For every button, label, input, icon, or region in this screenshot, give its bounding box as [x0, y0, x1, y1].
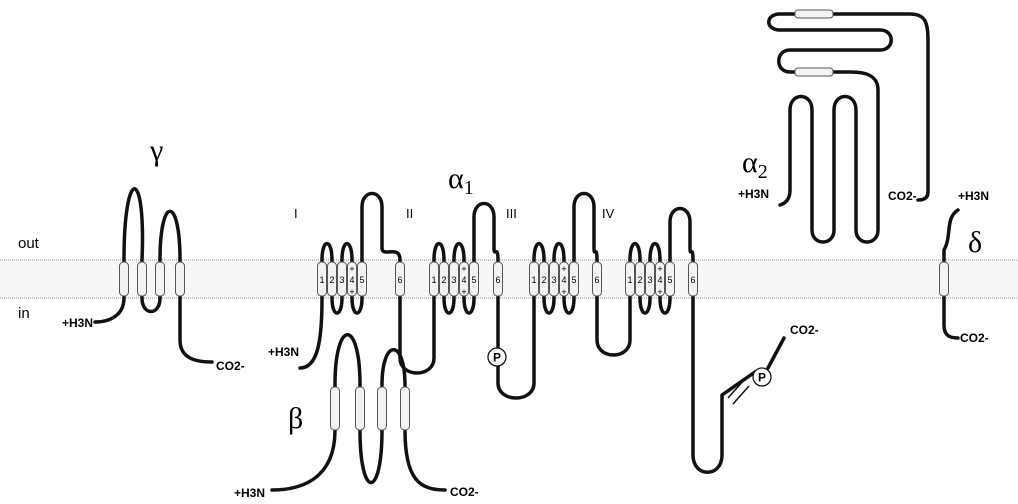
alpha2-subscript: 2: [758, 161, 768, 183]
segment-number: 3: [451, 275, 456, 285]
alpha1-chain: [300, 194, 755, 473]
charge: +: [349, 287, 354, 297]
beta-n-terminus: +H3N: [234, 486, 265, 500]
segment-number: 6: [690, 275, 695, 285]
phosphate-label: P: [493, 351, 501, 365]
segment-number: 6: [594, 275, 599, 285]
gamma-helix: [156, 262, 165, 296]
gamma-c-terminus: CO2-: [216, 359, 245, 373]
segment-number: 6: [495, 275, 500, 285]
domain-label: III: [506, 206, 517, 221]
delta-helix: [940, 262, 949, 296]
gamma-helix: [138, 262, 147, 296]
charge: +: [461, 287, 466, 297]
alpha2-label: α2: [742, 146, 768, 183]
charge: +: [561, 287, 566, 297]
membrane: [0, 260, 1018, 298]
alpha2-helix: [795, 68, 833, 76]
segment-number: 3: [551, 275, 556, 285]
alpha1-name: α: [448, 162, 464, 195]
alpha1-subscript: 1: [464, 177, 474, 199]
beta-helix: [378, 387, 387, 430]
alpha1-label: α1: [448, 162, 474, 199]
phosphate-label: P: [758, 371, 766, 385]
alpha1-n-terminus: +H3N: [268, 345, 299, 359]
segment-number: 2: [441, 275, 446, 285]
charge: +: [461, 264, 466, 274]
segment-number: 4: [657, 275, 662, 285]
domain-label: IV: [602, 206, 615, 221]
charge: +: [657, 287, 662, 297]
segment-number: 1: [531, 275, 536, 285]
outside-label: out: [18, 235, 40, 252]
gamma-helix: [176, 262, 185, 296]
segment-number: 4: [461, 275, 466, 285]
segment-number: 2: [541, 275, 546, 285]
delta-c-terminus: CO2-: [960, 331, 989, 345]
segment-number: 6: [397, 275, 402, 285]
delta-label: δ: [968, 226, 982, 259]
beta-helix: [331, 387, 340, 430]
charge: +: [657, 264, 662, 274]
segment-number: 5: [471, 275, 476, 285]
alpha2-name: α: [742, 146, 758, 179]
segment-number: 5: [571, 275, 576, 285]
charge: +: [561, 264, 566, 274]
beta-c-terminus: CO2-: [450, 485, 479, 499]
segment-number: 1: [627, 275, 632, 285]
alpha2-n-terminus: +H3N: [738, 187, 769, 201]
alpha1-c-tail: [768, 338, 784, 368]
segment-number: 1: [431, 275, 436, 285]
delta-n-terminus: +H3N: [958, 189, 989, 203]
segment-number: 4: [561, 275, 566, 285]
alpha2-chain: [769, 14, 928, 242]
gamma-label: γ: [149, 134, 163, 167]
alpha2-helix: [795, 10, 833, 18]
alpha1-c-terminus: CO2-: [790, 323, 819, 337]
beta-helix: [401, 387, 410, 430]
diagram: out in γ+H3NCO2-123456++I123456++II12345…: [0, 0, 1018, 504]
segment-number: 3: [339, 275, 344, 285]
beta-helix: [356, 387, 365, 430]
beta-label: β: [288, 402, 303, 435]
gamma-n-terminus: +H3N: [62, 316, 93, 330]
charge: +: [349, 264, 354, 274]
inside-label: in: [18, 305, 30, 322]
alpha2-c-terminus: CO2-: [888, 189, 917, 203]
segment-number: 2: [637, 275, 642, 285]
domain-label: II: [406, 206, 413, 221]
segment-number: 5: [359, 275, 364, 285]
segment-number: 3: [647, 275, 652, 285]
segment-number: 5: [667, 275, 672, 285]
segment-number: 4: [349, 275, 354, 285]
domain-label: I: [294, 206, 298, 221]
segment-number: 2: [329, 275, 334, 285]
segment-number: 1: [319, 275, 324, 285]
gamma-helix: [120, 262, 129, 296]
